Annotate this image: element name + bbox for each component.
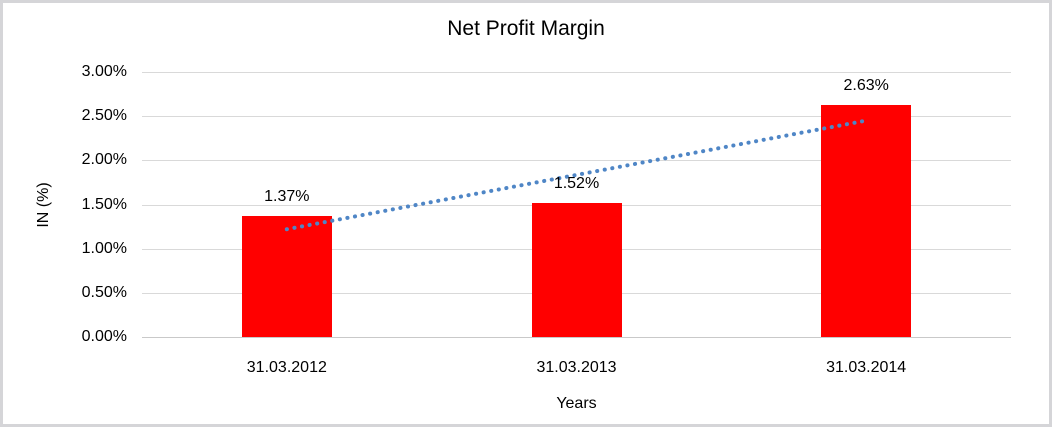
y-tick-label: 0.50% xyxy=(81,283,127,301)
x-axis-title: Years xyxy=(556,395,597,412)
bar-data-label: 1.37% xyxy=(264,187,310,205)
y-tick-label: 3.00% xyxy=(81,63,127,80)
x-tick-label: 31.03.2012 xyxy=(246,359,327,376)
y-tick-label: 1.00% xyxy=(81,239,127,257)
y-tick-label: 1.50% xyxy=(81,195,127,213)
bar-data-label: 1.52% xyxy=(553,174,600,192)
x-tick-label: 31.03.2013 xyxy=(536,359,617,376)
y-tick-label: 2.00% xyxy=(81,151,127,169)
bar-31.03.2013 xyxy=(531,202,622,337)
x-tick-label: 31.03.2014 xyxy=(826,359,907,376)
bar-data-label: 2.63% xyxy=(843,76,889,94)
bar-31.03.2014 xyxy=(821,104,912,337)
gridline xyxy=(142,337,1011,338)
chart-title: Net Profit Margin xyxy=(447,17,605,40)
y-tick-label: 2.50% xyxy=(81,107,127,125)
bar-31.03.2012 xyxy=(241,215,332,337)
gridline xyxy=(142,72,1011,73)
gridline xyxy=(142,116,1011,118)
y-tick-label: 0.00% xyxy=(81,328,127,345)
